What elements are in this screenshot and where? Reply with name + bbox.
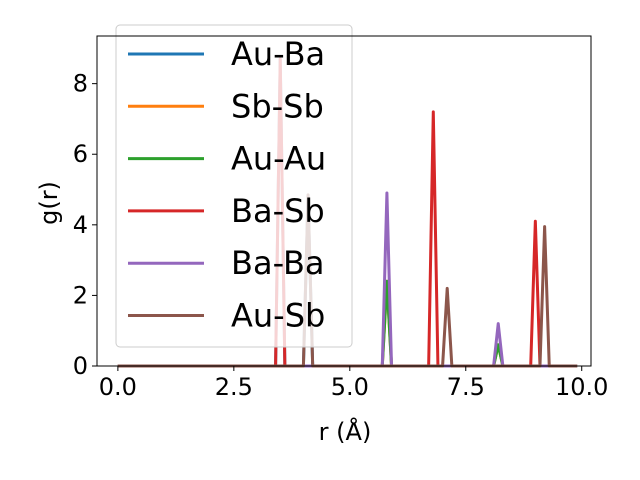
legend-label: Au-Sb bbox=[231, 297, 325, 335]
legend: Au-Ba Sb-Sb Au-Au Ba-Sb Ba-Ba Au-Sb bbox=[115, 24, 353, 348]
x-tick-label: 10.0 bbox=[555, 373, 608, 401]
y-axis-label: g(r) bbox=[35, 181, 63, 225]
legend-label: Sb-Sb bbox=[231, 87, 324, 125]
y-tick-label: 8 bbox=[73, 70, 88, 98]
y-tick-label: 4 bbox=[73, 211, 88, 239]
x-tick-label: 7.5 bbox=[447, 373, 485, 401]
x-tick-label: 0.0 bbox=[99, 373, 137, 401]
x-tick-label: 2.5 bbox=[215, 373, 253, 401]
y-ticks: 0 2 4 6 8 bbox=[73, 70, 97, 380]
legend-label: Ba-Ba bbox=[231, 244, 325, 282]
x-axis-label: r (Å) bbox=[319, 417, 372, 446]
x-tick-label: 5.0 bbox=[331, 373, 369, 401]
y-tick-label: 0 bbox=[73, 352, 88, 380]
y-tick-label: 2 bbox=[73, 281, 88, 309]
y-tick-label: 6 bbox=[73, 140, 88, 168]
x-ticks: 0.0 2.5 5.0 7.5 10.0 bbox=[99, 366, 608, 401]
legend-label: Au-Au bbox=[231, 140, 326, 178]
legend-label: Ba-Sb bbox=[231, 192, 325, 230]
legend-label: Au-Ba bbox=[231, 35, 325, 73]
plot-border bbox=[96, 35, 592, 367]
axes-frame bbox=[96, 35, 592, 367]
